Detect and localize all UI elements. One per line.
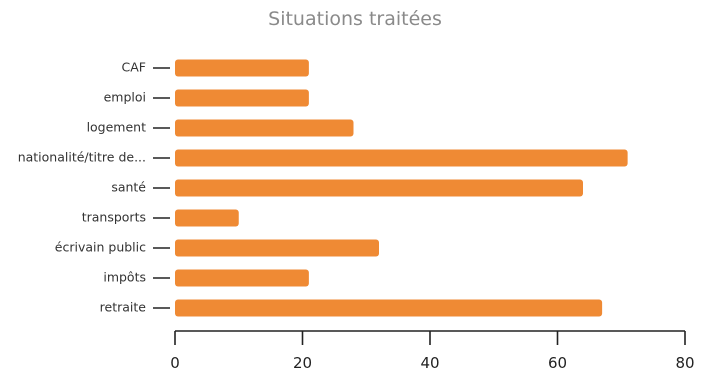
x-tick-label: 40	[420, 354, 439, 372]
y-axis: CAF emploi logement nationalité/titre de...…	[18, 60, 170, 315]
bar[interactable]	[175, 299, 603, 317]
chart-title: Situations traitées	[268, 8, 442, 30]
category-label: retraite	[100, 300, 147, 315]
category-label: santé	[111, 180, 146, 195]
bar[interactable]	[175, 89, 309, 107]
x-tick-label: 60	[548, 354, 567, 372]
bars	[175, 59, 628, 317]
category-label: transports	[82, 210, 146, 225]
category-label: nationalité/titre de...	[18, 150, 146, 165]
bar[interactable]	[175, 59, 309, 77]
bar[interactable]	[175, 149, 628, 167]
category-label: écrivain public	[55, 240, 146, 255]
category-label: CAF	[122, 60, 146, 75]
category-label: emploi	[104, 90, 146, 105]
x-axis: 0 20 40 60 80	[170, 330, 695, 372]
category-label: impôts	[103, 270, 146, 285]
bar[interactable]	[175, 239, 379, 257]
bar[interactable]	[175, 119, 354, 137]
bar[interactable]	[175, 179, 583, 197]
x-tick-label: 80	[675, 354, 694, 372]
bar[interactable]	[175, 209, 239, 227]
category-label: logement	[87, 120, 147, 135]
x-tick-label: 20	[293, 354, 312, 372]
x-tick-label: 0	[170, 354, 180, 372]
bar[interactable]	[175, 269, 309, 287]
